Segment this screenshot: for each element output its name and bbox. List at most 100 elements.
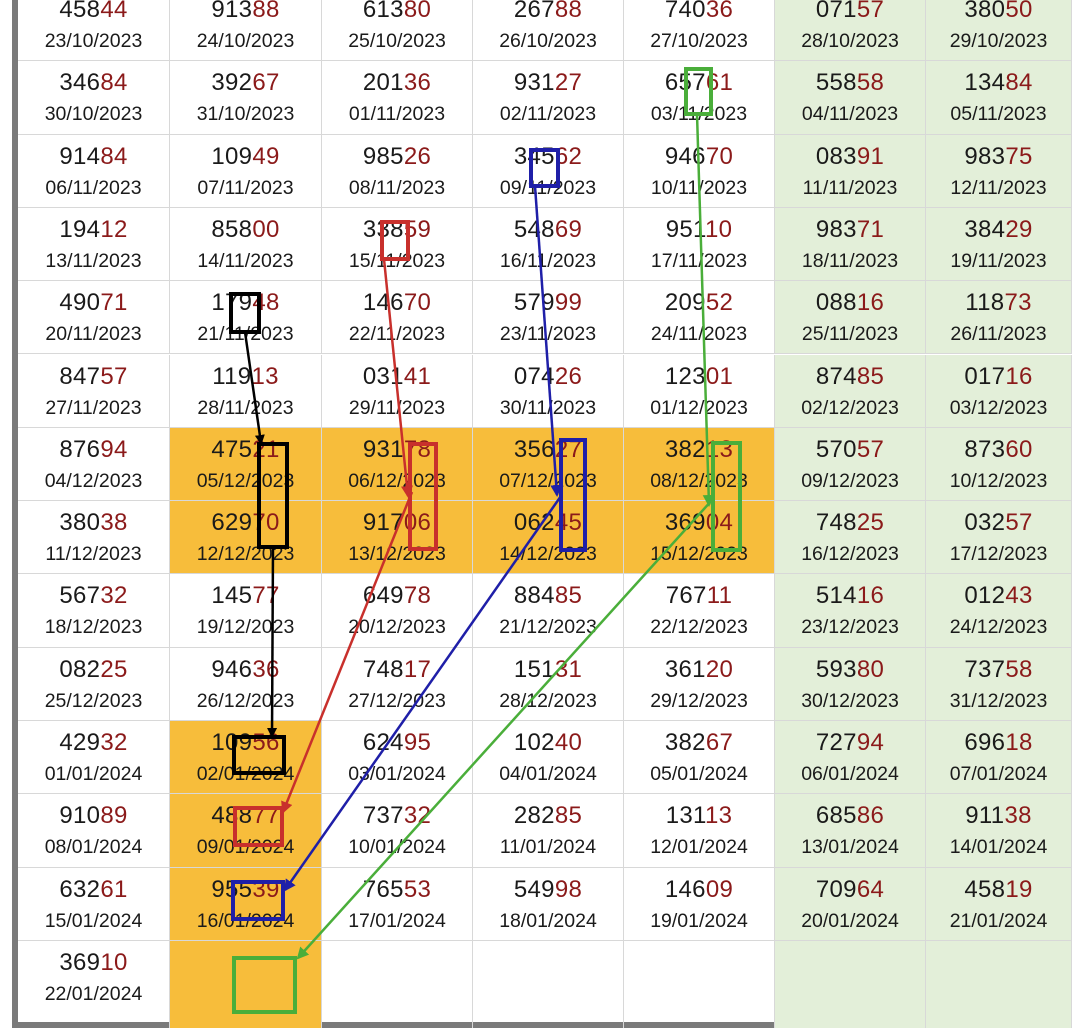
result-cell: 11913 28/11/2023 xyxy=(170,354,322,428)
result-number-tail: 10 xyxy=(100,948,128,976)
result-number: 45819 xyxy=(926,876,1071,904)
result-date: 04/01/2024 xyxy=(499,763,597,785)
result-date: 04/11/2023 xyxy=(801,103,899,126)
result-number-head: 951 xyxy=(665,215,705,243)
result-cell: 38213 08/12/2023 xyxy=(624,427,775,502)
result-number: 14609 xyxy=(624,876,774,904)
result-date: 02/01/2024 xyxy=(196,763,295,785)
result-cell: 76553 17/01/2024 xyxy=(322,867,473,941)
result-number-tail: 62 xyxy=(554,142,583,170)
result-number: 14670 xyxy=(322,289,472,317)
result-number-tail: 69 xyxy=(554,215,583,243)
result-number-tail: 77 xyxy=(252,802,280,830)
result-date: 18/11/2023 xyxy=(801,249,899,272)
result-number-tail: 77 xyxy=(252,582,280,610)
result-number-tail: 45 xyxy=(554,509,583,537)
result-number-head: 338 xyxy=(362,215,404,243)
result-number-head: 082 xyxy=(59,655,101,683)
result-number: 10240 xyxy=(473,729,623,757)
result-number: 36910 xyxy=(18,949,169,977)
result-date: 12/11/2023 xyxy=(950,176,1047,199)
result-number-head: 913 xyxy=(211,0,253,23)
result-number-head: 109 xyxy=(211,729,253,756)
result-number-tail: 84 xyxy=(100,69,128,97)
result-number: 62495 xyxy=(322,729,472,757)
result-number-head: 657 xyxy=(664,69,706,97)
result-number: 54869 xyxy=(473,216,623,244)
result-cell: 93178 06/12/2023 xyxy=(322,427,473,502)
result-number: 84757 xyxy=(18,363,169,391)
result-number-tail: 10 xyxy=(704,215,733,243)
result-date: 19/01/2024 xyxy=(650,909,748,932)
result-date: 23/11/2023 xyxy=(499,323,597,346)
result-number-tail: 32 xyxy=(100,729,128,756)
result-number-tail: 12 xyxy=(100,215,128,243)
result-cell: 68586 13/01/2024 xyxy=(775,794,926,868)
result-number: 94636 xyxy=(170,656,321,684)
result-number: 10949 xyxy=(170,143,321,171)
result-cell: 59380 30/12/2023 xyxy=(775,647,926,721)
result-number-head: 017 xyxy=(964,362,1006,390)
result-cell: 87694 04/12/2023 xyxy=(18,427,170,502)
result-number: 56732 xyxy=(18,582,169,610)
result-number: 87360 xyxy=(926,436,1071,464)
result-number: 68586 xyxy=(775,802,925,830)
result-number: 74825 xyxy=(775,509,925,537)
result-date: 25/10/2023 xyxy=(348,30,446,52)
result-cell: 20136 01/11/2023 xyxy=(322,61,473,135)
result-number-tail: 70 xyxy=(252,509,280,537)
result-date: 06/01/2024 xyxy=(801,763,899,785)
result-number: 39267 xyxy=(170,69,321,97)
result-number-head: 740 xyxy=(664,0,706,23)
result-cell: 88485 21/12/2023 xyxy=(473,574,624,648)
result-cell: 62495 03/01/2024 xyxy=(322,721,473,795)
result-number: 87485 xyxy=(775,363,925,391)
result-cell: 06245 14/12/2023 xyxy=(473,501,624,575)
result-number: 11873 xyxy=(926,289,1071,317)
result-number: 59380 xyxy=(775,656,925,684)
result-number-head: 109 xyxy=(211,142,253,170)
result-cell: 36910 22/01/2024 xyxy=(18,940,170,1028)
result-number-tail: 85 xyxy=(554,582,583,610)
result-number-head: 685 xyxy=(815,802,857,830)
result-number-head: 151 xyxy=(513,655,555,683)
result-date: 15/01/2024 xyxy=(44,909,143,932)
result-cell: 08225 25/12/2023 xyxy=(18,647,170,721)
result-number-head: 083 xyxy=(815,142,857,170)
result-number-tail: 11 xyxy=(706,582,733,610)
result-date: 14/12/2023 xyxy=(499,543,597,566)
result-number-head: 748 xyxy=(815,509,857,537)
result-number-tail: 85 xyxy=(856,362,885,390)
result-date: 21/01/2024 xyxy=(949,909,1048,932)
result-number: 03257 xyxy=(926,509,1071,537)
result-number-tail: 60 xyxy=(1005,435,1033,463)
result-number-head: 382 xyxy=(664,729,706,756)
result-date: 28/11/2023 xyxy=(197,396,294,419)
result-number-tail: 61 xyxy=(705,69,734,97)
result-number: 11913 xyxy=(170,363,321,391)
result-number: 34684 xyxy=(18,69,169,97)
result-number-head: 884 xyxy=(513,582,555,610)
result-cell: 47521 05/12/2023 xyxy=(170,427,322,502)
result-date: 29/12/2023 xyxy=(650,689,748,712)
result-number-tail: 27 xyxy=(554,69,583,97)
result-cell: 26788 26/10/2023 xyxy=(473,0,624,62)
result-number: 38429 xyxy=(926,216,1071,244)
result-cell: 34562 09/11/2023 xyxy=(473,134,624,208)
result-number: 03141 xyxy=(322,363,472,391)
result-number-tail: 84 xyxy=(1005,69,1033,97)
result-number: 36120 xyxy=(624,656,774,684)
result-number-tail: 58 xyxy=(856,69,885,97)
result-date: 30/11/2023 xyxy=(499,396,597,419)
result-number: 34562 xyxy=(473,143,623,171)
result-number: 12301 xyxy=(624,363,774,391)
result-date: 20/11/2023 xyxy=(45,323,142,346)
result-number-head: 946 xyxy=(664,142,706,170)
result-date: 03/11/2023 xyxy=(650,103,748,126)
result-number: 61380 xyxy=(322,0,472,24)
result-number-tail: 57 xyxy=(856,435,885,463)
result-number-tail: 88 xyxy=(252,0,280,23)
result-number-tail: 29 xyxy=(1005,215,1033,243)
result-date: 23/10/2023 xyxy=(44,30,143,52)
result-number-head: 876 xyxy=(59,435,101,463)
